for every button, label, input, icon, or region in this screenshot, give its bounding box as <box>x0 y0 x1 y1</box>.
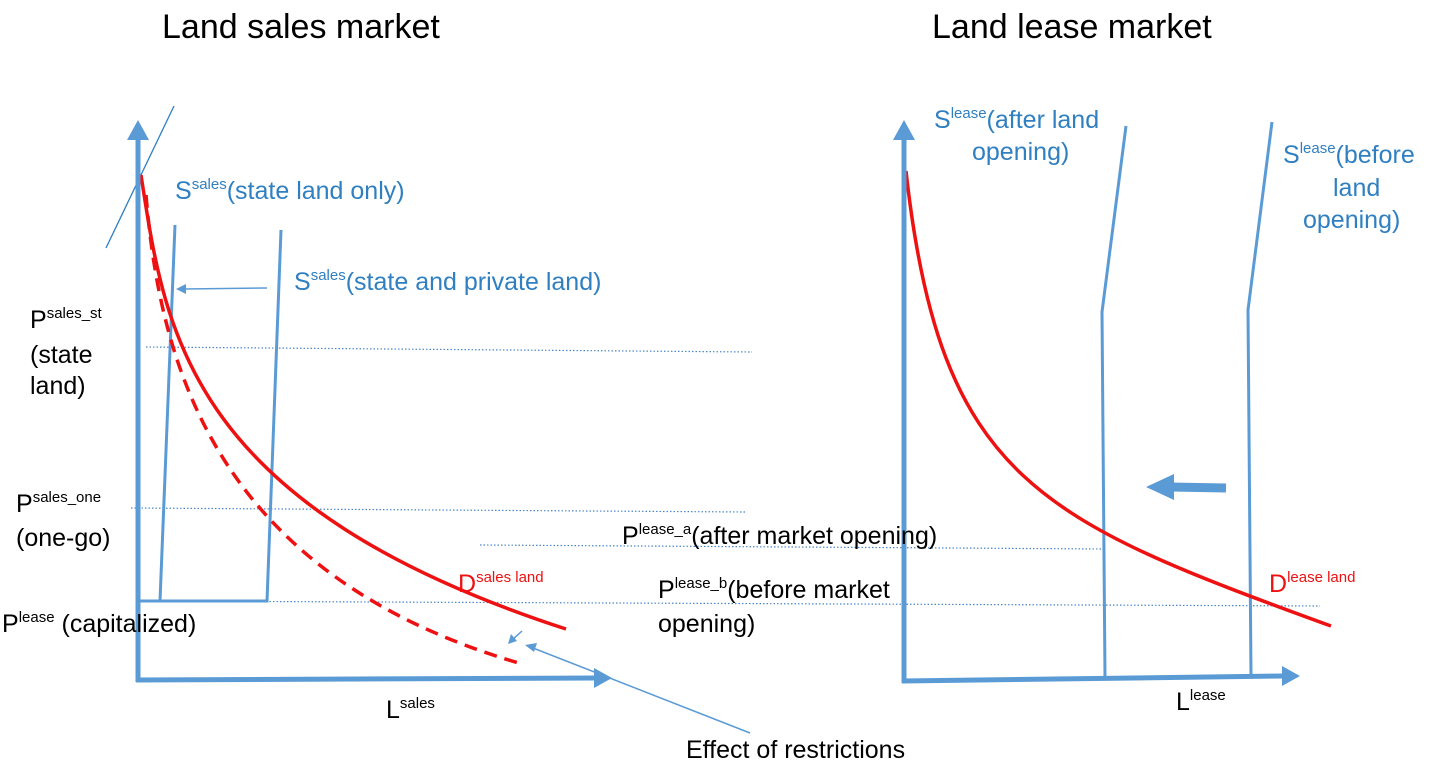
price-one-go-line2: (one-go) <box>16 524 111 552</box>
right-y-axis-arrowhead <box>893 120 915 140</box>
price-state-label: Psales_st <box>30 305 103 334</box>
left-y-axis-arrowhead <box>127 120 149 140</box>
price-one-go-label: Psales_one <box>16 489 101 518</box>
price-state-line3: land) <box>30 372 86 400</box>
price-state-guide <box>145 346 753 353</box>
demand-lease-curve <box>904 170 1332 628</box>
price-before-label: Please_b(before market <box>658 575 890 604</box>
effect-long-arrow <box>532 647 751 734</box>
left-arrow-icon-head <box>1146 474 1174 500</box>
supply-after-label: Slease(after land <box>934 105 1099 134</box>
right-x-axis <box>901 673 1285 684</box>
supply-after-curve <box>1100 125 1128 679</box>
supply-before-line3: opening) <box>1303 206 1400 234</box>
price-capitalized-label: Please (capitalized) <box>2 609 196 638</box>
supply-before-label: Slease(before <box>1283 140 1415 169</box>
price-after-guide <box>479 544 1106 550</box>
supply-after-line2: opening) <box>972 138 1069 166</box>
price-state-line2: (state <box>30 341 93 369</box>
price-after-label: Please_a(after market opening) <box>622 521 937 550</box>
effect-of-restrictions-label: Effect of restrictions <box>686 736 905 762</box>
right-x-axis-arrowhead <box>1282 666 1300 686</box>
effect-short-arrowhead <box>508 634 517 644</box>
left-x-axis <box>135 675 597 683</box>
left-x-axis-label: Lsales <box>386 695 435 724</box>
supply-state-private-curve <box>140 229 283 603</box>
supply-shift-arrowhead <box>176 284 186 294</box>
price-one-go-guide <box>130 507 746 513</box>
right-panel-title: Land lease market <box>932 8 1212 46</box>
demand-sales-curve <box>139 174 567 631</box>
demand-restricted-curve <box>144 194 523 666</box>
supply-state-only-label: Ssales(state land only) <box>175 176 405 205</box>
demand-sales-label: Dsales land <box>458 569 544 598</box>
supply-state-private-label: Ssales(state and private land) <box>294 267 601 296</box>
supply-before-line2: land <box>1333 174 1380 202</box>
supply-before-curve <box>1246 121 1274 677</box>
left-arrow-icon <box>1169 482 1227 493</box>
supply-shift-arrow <box>183 287 268 290</box>
right-x-axis-label: Llease <box>1176 687 1226 716</box>
price-capitalized-guide <box>139 600 1321 607</box>
demand-lease-label: Dlease land <box>1269 569 1355 598</box>
left-panel-title: Land sales market <box>162 8 440 46</box>
effect-long-arrowhead <box>525 643 537 652</box>
price-before-line2: opening) <box>658 610 755 638</box>
